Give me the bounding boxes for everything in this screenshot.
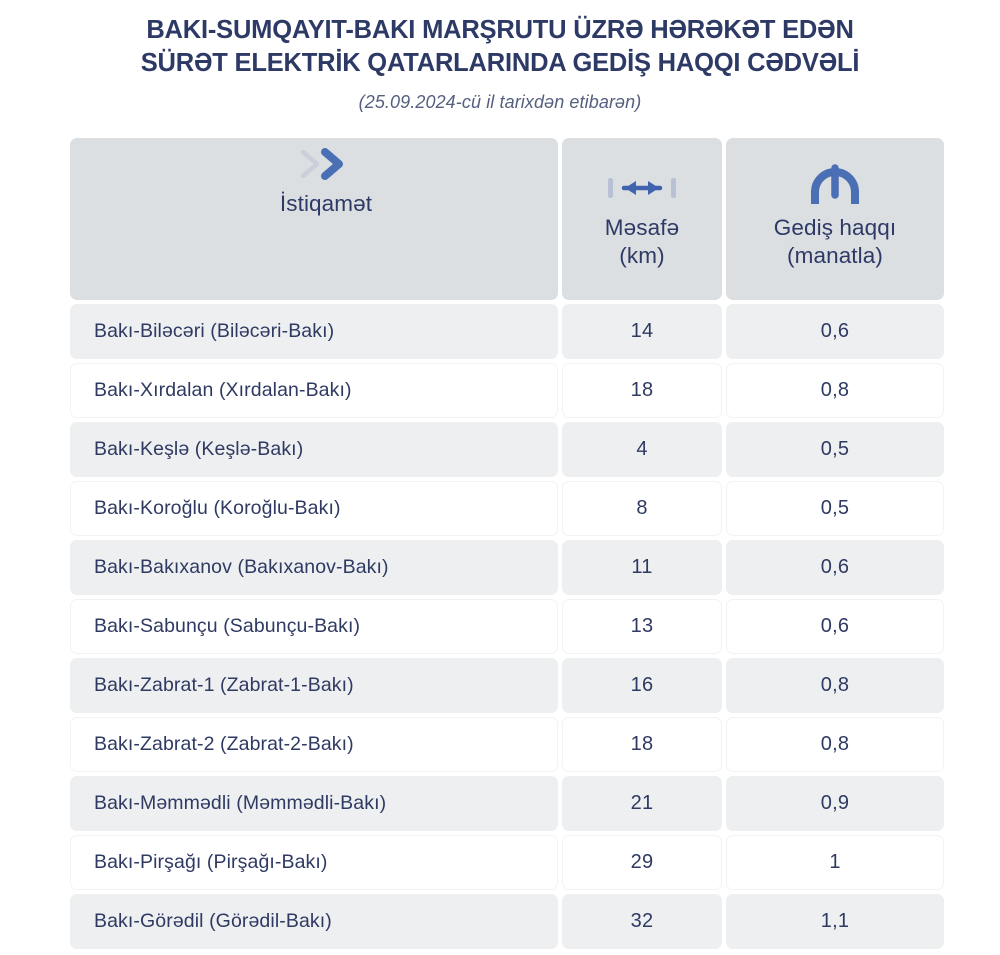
table-row: Bakı-Sabunçu (Sabunçu-Bakı) 13 0,6 [70,599,944,654]
cell-direction: Bakı-Görədil (Görədil-Bakı) [70,894,558,949]
column-header-distance-text: Məsafə [604,215,680,241]
distance-value: 32 [630,910,654,932]
column-header-fare: Gediş haqqı (manatla) [726,138,944,300]
table-body: Bakı-Biləcəri (Biləcəri-Bakı) 14 0,6 Bakı-X… [70,304,944,949]
column-header-fare-unit: (manatla) [787,243,883,268]
fare-value: 0,5 [820,497,850,519]
column-header-direction: İstiqamət [70,138,558,300]
column-header-direction-label: İstiqamət [280,190,372,218]
cell-direction: Bakı-Sabunçu (Sabunçu-Bakı) [70,599,558,654]
effective-date-subtitle: (25.09.2024-cü il tarixdən etibarən) [358,92,642,113]
cell-distance: 14 [562,304,722,359]
route-label: Bakı-Xırdalan (Xırdalan-Bakı) [94,379,352,401]
distance-value: 16 [630,674,654,696]
column-header-distance-label: Məsafə (km) [605,214,679,270]
cell-fare: 0,6 [726,304,944,359]
distance-value: 8 [636,497,648,519]
column-header-distance: Məsafə (km) [562,138,722,300]
cell-distance: 32 [562,894,722,949]
fare-value: 0,9 [820,792,850,814]
cell-fare: 0,8 [726,363,944,418]
cell-distance: 21 [562,776,722,831]
cell-fare: 1 [726,835,944,890]
cell-direction: Bakı-Xırdalan (Xırdalan-Bakı) [70,363,558,418]
cell-distance: 16 [562,658,722,713]
route-label: Bakı-Görədil (Görədil-Bakı) [94,910,332,932]
distance-value: 21 [630,792,654,814]
cell-fare: 0,5 [726,422,944,477]
title-block: BAKI-SUMQAYIT-BAKI MARŞRUTU ÜZRƏ HƏRƏKƏT… [0,0,1000,113]
cell-direction: Bakı-Koroğlu (Koroğlu-Bakı) [70,481,558,536]
cell-distance: 18 [562,363,722,418]
fare-value: 0,6 [820,556,850,578]
cell-direction: Bakı-Məmmədli (Məmmədli-Bakı) [70,776,558,831]
route-label: Bakı-Biləcəri (Biləcəri-Bakı) [94,320,335,342]
distance-arrow-icon [605,162,679,214]
distance-value: 11 [631,556,653,578]
table-row: Bakı-Biləcəri (Biləcəri-Bakı) 14 0,6 [70,304,944,359]
column-header-fare-label: Gediş haqqı (manatla) [774,214,896,270]
fare-value: 0,8 [820,733,850,755]
cell-distance: 29 [562,835,722,890]
fare-value: 0,8 [820,379,850,401]
manat-currency-icon [806,162,864,214]
table-row: Bakı-Bakıxanov (Bakıxanov-Bakı) 11 0,6 [70,540,944,595]
distance-value: 4 [636,438,648,460]
cell-fare: 0,6 [726,599,944,654]
route-label: Bakı-Keşlə (Keşlə-Bakı) [94,438,304,460]
cell-fare: 0,8 [726,717,944,772]
column-header-fare-text: Gediş haqqı [773,215,897,241]
cell-distance: 8 [562,481,722,536]
table-row: Bakı-Keşlə (Keşlə-Bakı) 4 0,5 [70,422,944,477]
route-label: Bakı-Pirşağı (Pirşağı-Bakı) [94,851,328,873]
route-label: Bakı-Bakıxanov (Bakıxanov-Bakı) [94,556,389,578]
table-row: Bakı-Koroğlu (Koroğlu-Bakı) 8 0,5 [70,481,944,536]
cell-distance: 11 [562,540,722,595]
cell-direction: Bakı-Keşlə (Keşlə-Bakı) [70,422,558,477]
distance-value: 14 [630,320,654,342]
cell-distance: 4 [562,422,722,477]
cell-fare: 0,5 [726,481,944,536]
route-label: Bakı-Sabunçu (Sabunçu-Bakı) [94,615,361,637]
cell-fare: 0,6 [726,540,944,595]
fare-table: İstiqamət Məsafə (km) [70,138,944,953]
column-header-distance-unit: (km) [619,243,665,268]
distance-value: 13 [630,615,654,637]
distance-value: 29 [630,851,654,873]
table-row: Bakı-Məmmədli (Məmmədli-Bakı) 21 0,9 [70,776,944,831]
fare-value: 0,5 [820,438,850,460]
fare-value: 0,6 [820,615,850,637]
fare-value: 1,1 [820,910,850,932]
route-label: Bakı-Koroğlu (Koroğlu-Bakı) [94,497,341,519]
route-label: Bakı-Zabrat-2 (Zabrat-2-Bakı) [94,733,354,755]
table-row: Bakı-Xırdalan (Xırdalan-Bakı) 18 0,8 [70,363,944,418]
cell-distance: 13 [562,599,722,654]
cell-fare: 0,9 [726,776,944,831]
route-label: Bakı-Məmmədli (Məmmədli-Bakı) [94,792,387,814]
cell-direction: Bakı-Bakıxanov (Bakıxanov-Bakı) [70,540,558,595]
column-header-direction-text: İstiqamət [279,191,373,216]
table-row: Bakı-Pirşağı (Pirşağı-Bakı) 29 1 [70,835,944,890]
page-title-line-1: BAKI-SUMQAYIT-BAKI MARŞRUTU ÜZRƏ HƏRƏKƏT… [146,16,854,44]
double-chevron-right-icon [297,138,355,190]
fare-value: 0,8 [820,674,850,696]
table-header-row: İstiqamət Məsafə (km) [70,138,944,300]
cell-direction: Bakı-Zabrat-1 (Zabrat-1-Bakı) [70,658,558,713]
table-row: Bakı-Zabrat-1 (Zabrat-1-Bakı) 16 0,8 [70,658,944,713]
cell-fare: 1,1 [726,894,944,949]
distance-value: 18 [630,379,654,401]
fare-value: 0,6 [820,320,850,342]
table-row: Bakı-Zabrat-2 (Zabrat-2-Bakı) 18 0,8 [70,717,944,772]
page-title-line-2: SÜRƏT ELEKTRİK QATARLARINDA GEDİŞ HAQQI … [140,48,860,77]
cell-direction: Bakı-Zabrat-2 (Zabrat-2-Bakı) [70,717,558,772]
table-row: Bakı-Görədil (Görədil-Bakı) 32 1,1 [70,894,944,949]
cell-distance: 18 [562,717,722,772]
route-label: Bakı-Zabrat-1 (Zabrat-1-Bakı) [94,674,354,696]
cell-fare: 0,8 [726,658,944,713]
cell-direction: Bakı-Pirşağı (Pirşağı-Bakı) [70,835,558,890]
cell-direction: Bakı-Biləcəri (Biləcəri-Bakı) [70,304,558,359]
distance-value: 18 [630,733,654,755]
fare-value: 1 [829,851,841,873]
